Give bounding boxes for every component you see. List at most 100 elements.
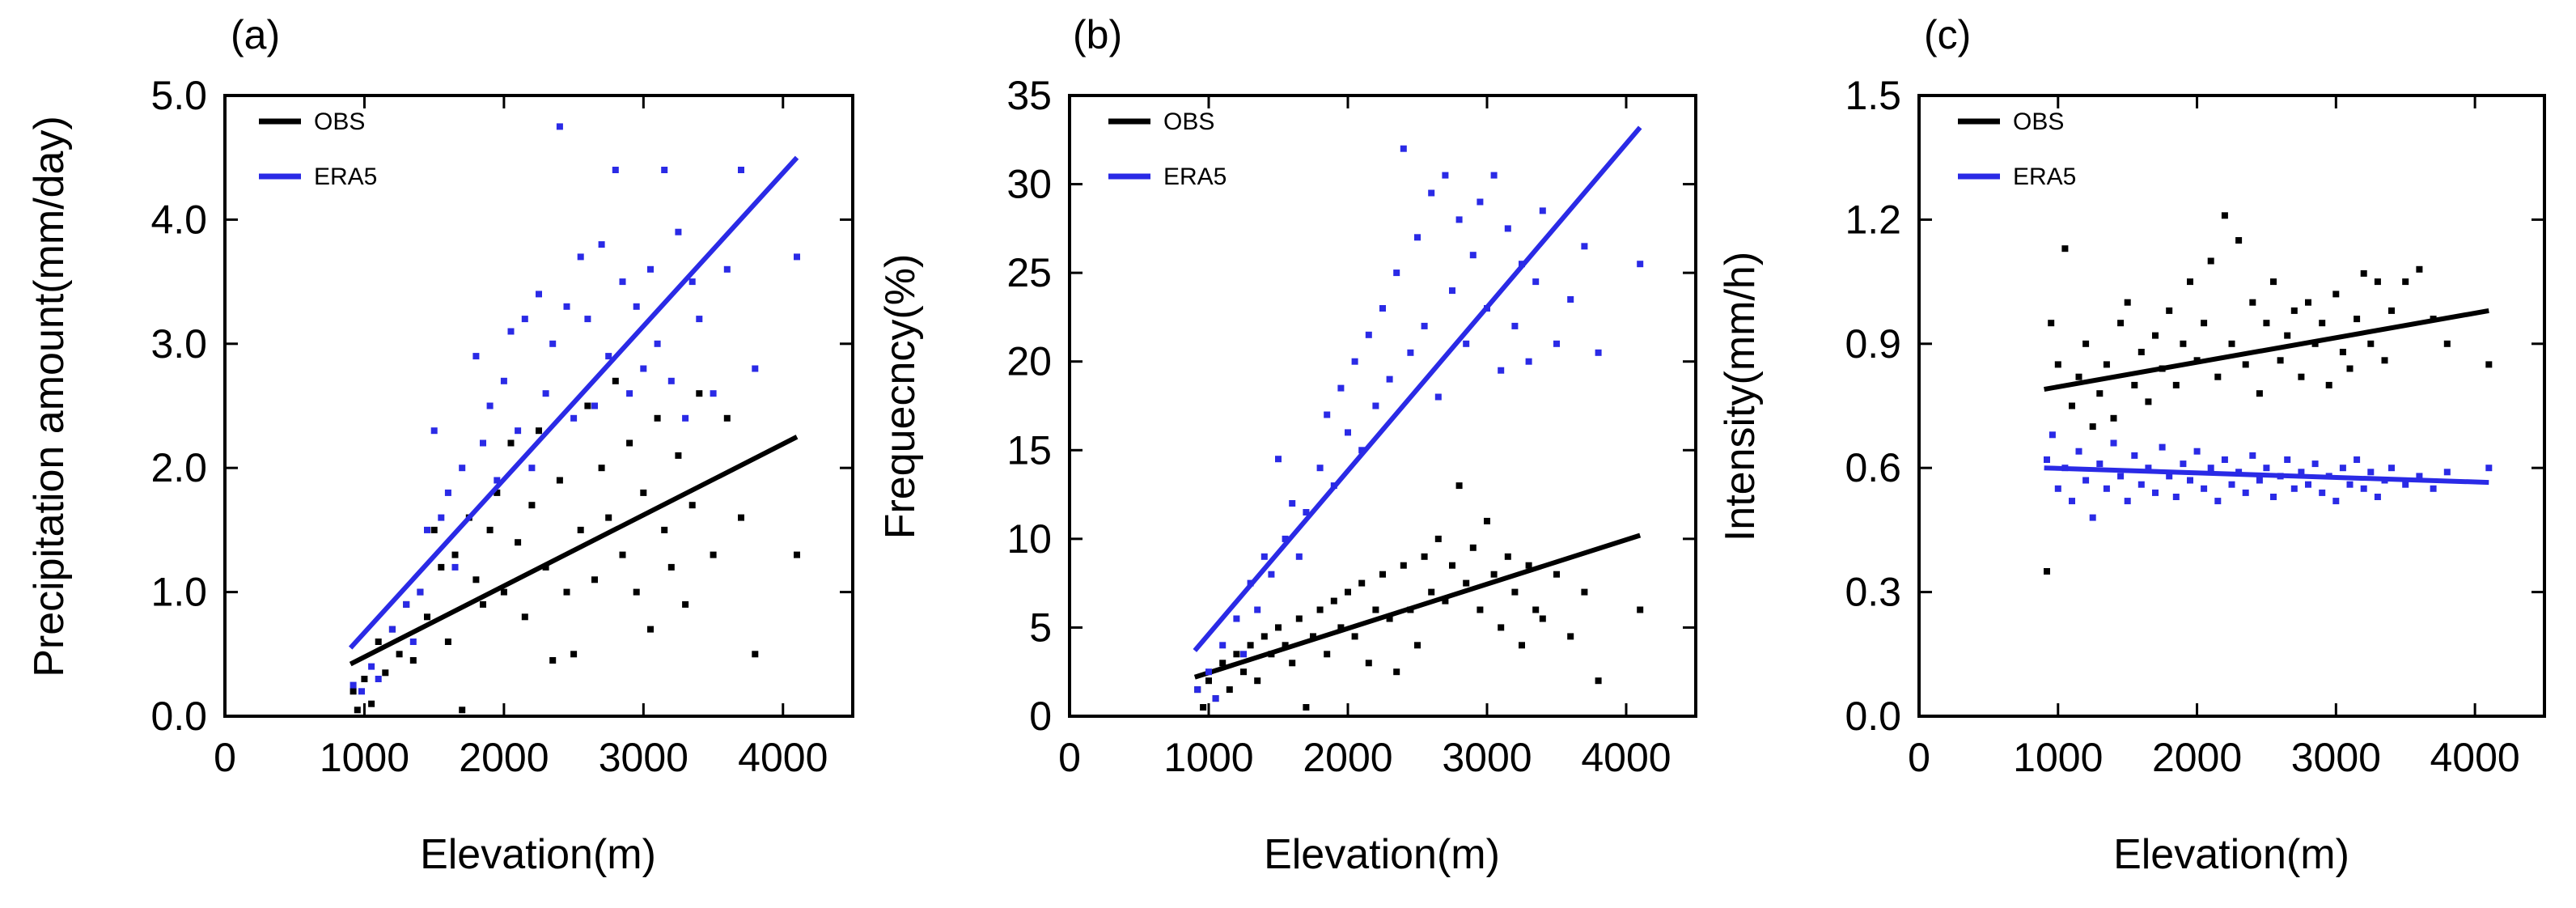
data-point	[1282, 642, 1289, 649]
data-point	[1553, 571, 1560, 578]
data-point	[598, 241, 605, 248]
data-point	[2354, 316, 2361, 323]
data-point	[549, 340, 557, 347]
data-point	[1511, 322, 1519, 329]
series-obs	[1193, 482, 1644, 711]
legend: OBS ERA5	[1958, 108, 2076, 190]
data-point	[2367, 340, 2375, 347]
data-point	[612, 377, 619, 384]
data-point	[2374, 278, 2381, 286]
y-axis-title: Precipitation amount(mm/day)	[26, 116, 73, 677]
data-point	[1268, 571, 1275, 578]
plot-area: 0 1000 2000 3000 4000 0.0 1.0 2.0 3.0 4.0 5.0	[150, 73, 854, 780]
data-point	[2110, 414, 2117, 422]
data-point	[2075, 448, 2082, 455]
data-point	[368, 663, 375, 670]
data-point	[661, 167, 668, 173]
data-point	[1226, 686, 1233, 694]
data-point	[2270, 278, 2277, 286]
x-tick-label: 1000	[2013, 735, 2103, 780]
data-point	[1275, 456, 1282, 463]
data-point	[2214, 373, 2222, 380]
data-point	[2207, 465, 2214, 472]
data-point	[2207, 257, 2214, 265]
data-point	[2339, 349, 2346, 355]
data-point	[1365, 331, 1372, 338]
data-point	[1400, 562, 1407, 569]
data-point	[2256, 390, 2263, 397]
y-tick-label: 25	[1006, 250, 1052, 295]
data-point	[1407, 349, 1414, 356]
data-point	[542, 390, 549, 397]
data-point	[358, 688, 365, 695]
data-point	[2152, 332, 2159, 339]
data-point	[375, 676, 382, 682]
data-point	[2430, 485, 2437, 492]
trend-line-era5	[348, 155, 799, 650]
data-point	[1434, 535, 1442, 542]
data-point	[1275, 624, 1282, 631]
y-tick-label: 0.6	[1845, 445, 1901, 490]
data-point	[1421, 322, 1428, 329]
data-point	[361, 676, 368, 682]
data-point	[1379, 305, 1386, 312]
data-point	[2402, 481, 2409, 488]
data-point	[1637, 261, 1644, 268]
data-point	[2298, 469, 2305, 476]
data-point	[1637, 606, 1644, 613]
y-tick-label: 0.0	[150, 694, 207, 739]
data-point	[549, 657, 557, 664]
data-point	[1490, 172, 1498, 179]
data-point	[1289, 500, 1296, 507]
data-point	[438, 563, 445, 571]
data-point	[2319, 320, 2326, 327]
data-point	[2374, 494, 2381, 500]
panel-label: (a)	[231, 12, 280, 57]
data-point	[675, 228, 682, 235]
y-axis-ticks: 0.0 1.0 2.0 3.0 4.0 5.0	[150, 73, 853, 739]
data-point	[661, 526, 668, 533]
data-point	[2298, 373, 2305, 380]
data-point	[2180, 460, 2187, 468]
data-point	[2381, 357, 2388, 364]
data-point	[619, 278, 626, 286]
plot-frame	[1068, 94, 1697, 718]
data-point	[500, 377, 507, 384]
data-point	[2137, 481, 2145, 488]
data-point	[451, 563, 459, 571]
x-axis-ticks: 0 1000 2000 3000 4000	[1908, 95, 2520, 780]
data-point	[1200, 704, 1207, 711]
data-point	[2103, 485, 2110, 492]
data-point	[1511, 588, 1519, 596]
x-axis-ticks: 0 1000 2000 3000 4000	[214, 95, 828, 780]
data-point	[375, 639, 382, 645]
data-point	[794, 253, 800, 261]
data-point	[2325, 381, 2332, 388]
data-point	[2228, 481, 2235, 488]
data-point	[2311, 460, 2319, 468]
data-point	[1428, 189, 1435, 197]
y-tick-label: 1.5	[1845, 73, 1901, 118]
data-point	[1449, 287, 1455, 295]
data-point	[507, 328, 515, 335]
data-point	[682, 600, 689, 608]
data-point	[2443, 340, 2451, 347]
y-tick-label: 0.0	[1845, 694, 1901, 739]
x-tick-label: 3000	[599, 735, 688, 780]
panel-label: (c)	[1924, 12, 1971, 57]
data-point	[1581, 243, 1588, 250]
x-tick-label: 4000	[1581, 735, 1671, 780]
data-point	[1337, 384, 1345, 392]
legend-label-obs: OBS	[2013, 108, 2064, 135]
x-tick-label: 0	[1058, 735, 1081, 780]
data-point	[688, 278, 696, 286]
data-point	[1490, 571, 1498, 578]
data-point	[430, 526, 438, 533]
data-point	[2145, 465, 2152, 472]
data-point	[1553, 340, 1560, 347]
data-point	[1351, 633, 1358, 640]
series-era5	[1193, 125, 1644, 702]
data-point	[654, 414, 661, 422]
x-tick-label: 1000	[320, 735, 409, 780]
